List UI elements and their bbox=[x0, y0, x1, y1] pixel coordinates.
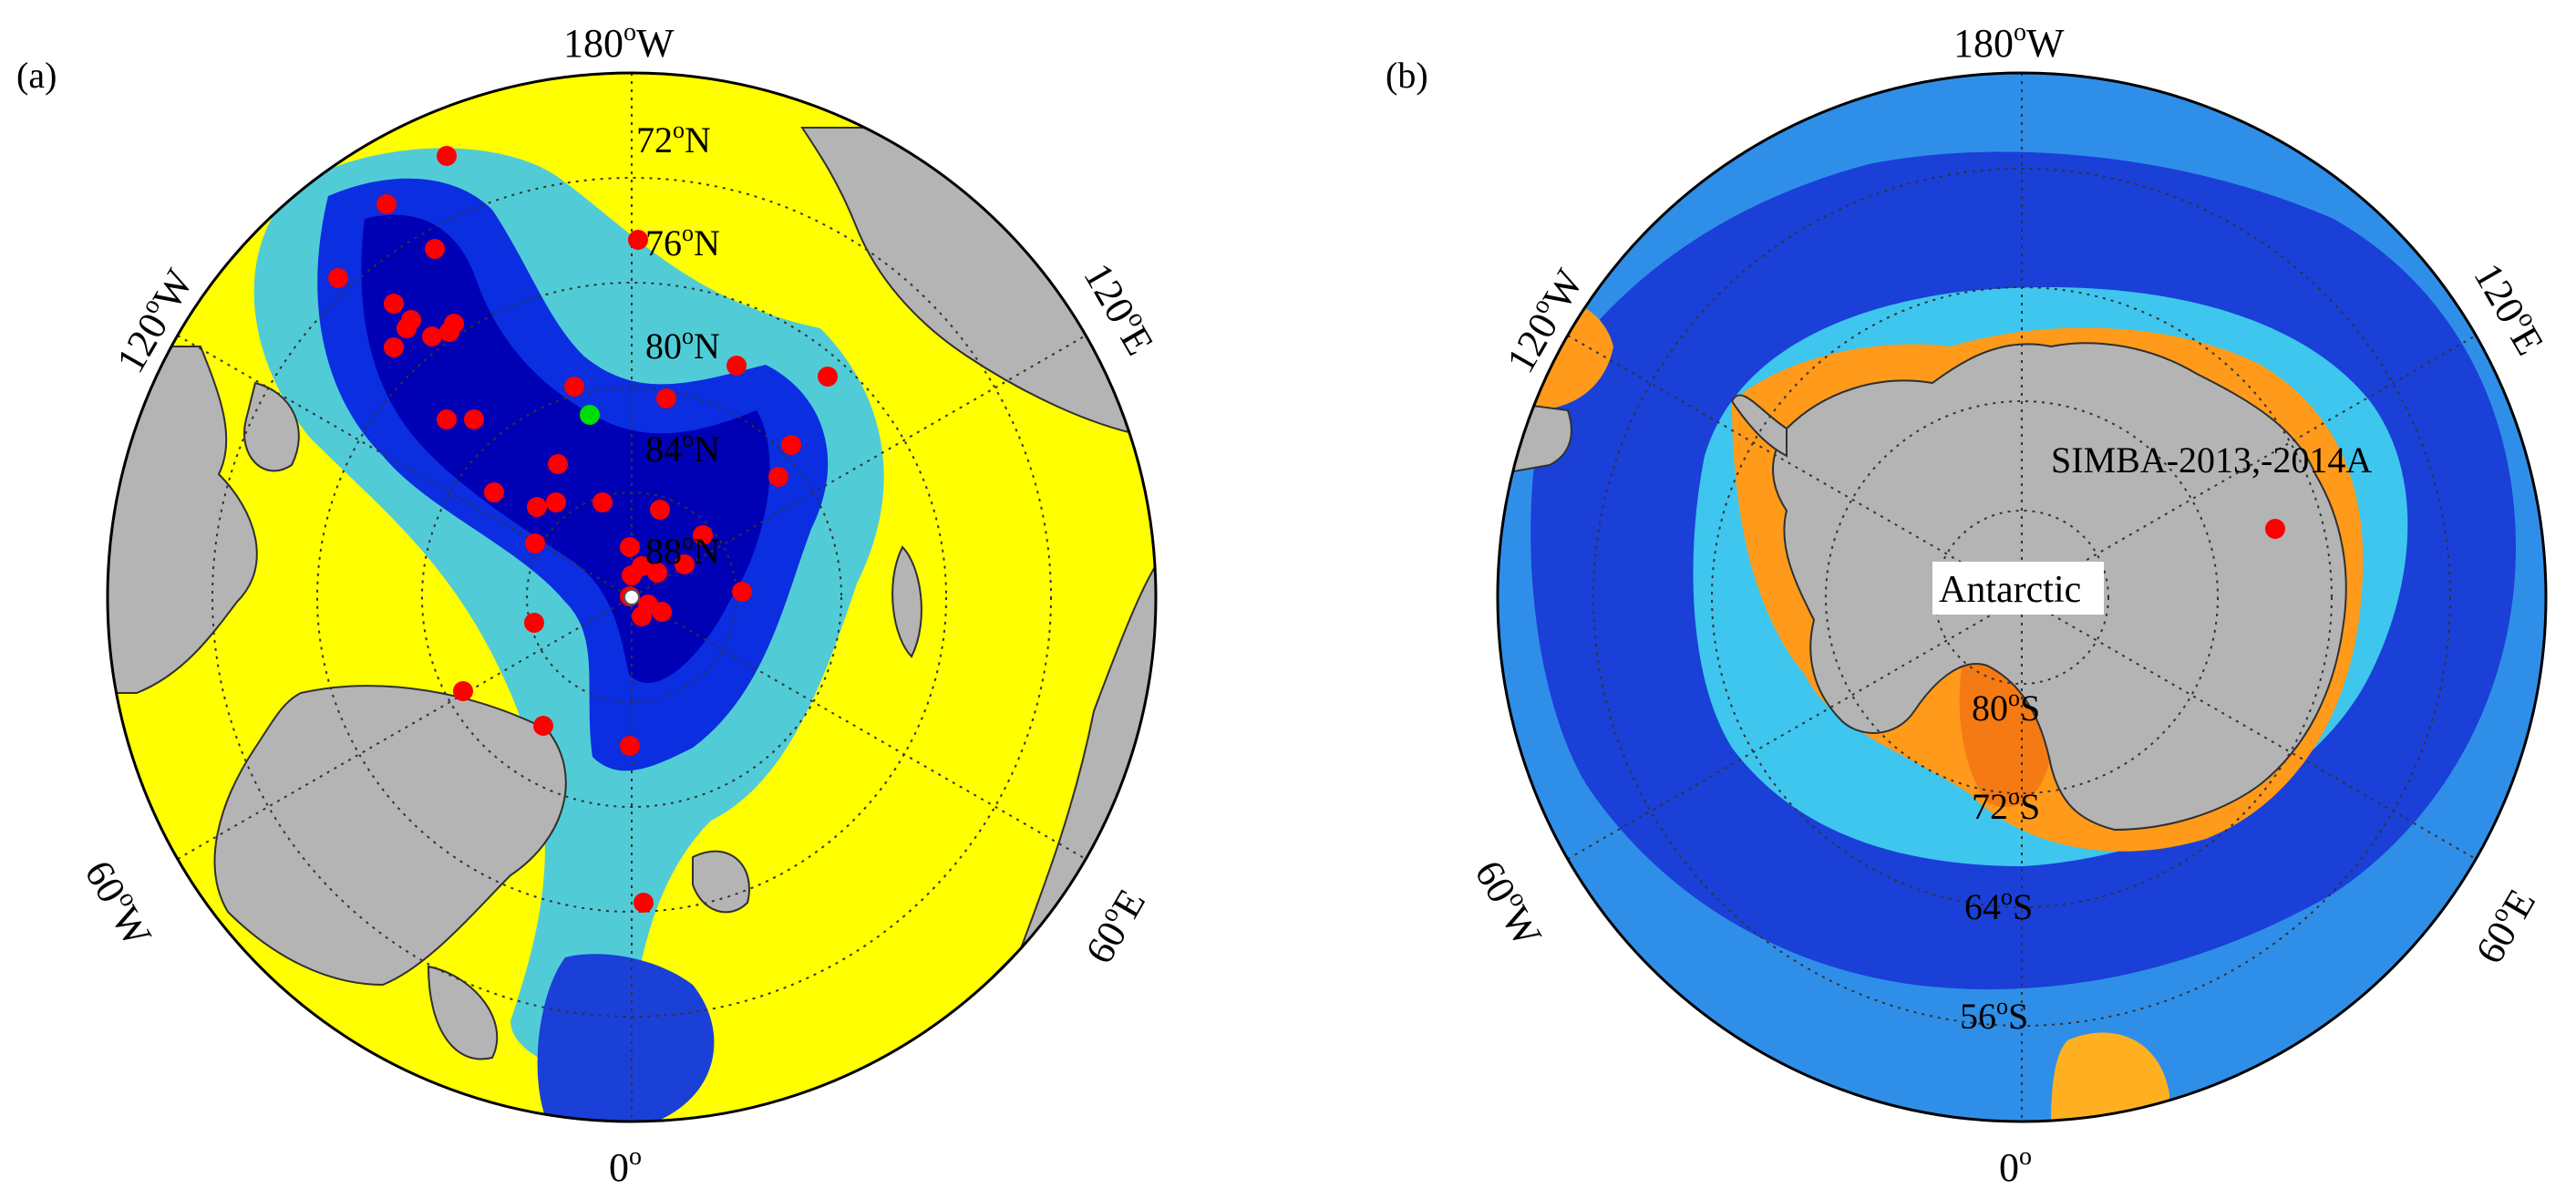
lat-label-56S: 56oS bbox=[1960, 993, 2028, 1037]
lat-circle-72S bbox=[1825, 400, 2219, 794]
buoy-marker bbox=[628, 230, 648, 250]
buoy-marker bbox=[525, 533, 545, 553]
buoy-marker bbox=[397, 318, 417, 338]
lat-label-84N: 84oN bbox=[645, 426, 720, 470]
lat-label-80S: 80oS bbox=[1972, 685, 2040, 729]
buoy-markers-a bbox=[328, 146, 838, 913]
land-greenland bbox=[213, 685, 567, 987]
buoy-marker bbox=[384, 294, 404, 314]
lat-circle-64S bbox=[1711, 286, 2333, 908]
buoy-marker bbox=[484, 482, 504, 502]
buoy-marker bbox=[548, 454, 568, 474]
panel-b-label: (b) bbox=[1386, 55, 1428, 96]
buoy-marker bbox=[732, 582, 752, 602]
buoy-marker bbox=[693, 525, 713, 545]
lat-label-88N: 88oN bbox=[645, 528, 720, 572]
buoy-marker bbox=[437, 146, 457, 166]
buoy-marker bbox=[425, 239, 445, 259]
buoy-marker bbox=[656, 388, 676, 408]
station-label: SIMBA-2013,-2014A bbox=[2051, 439, 2372, 481]
buoy-marker bbox=[781, 435, 801, 455]
panel-a-map bbox=[108, 73, 1156, 1122]
buoy-marker bbox=[437, 409, 457, 429]
land-novaya-zemlya bbox=[891, 545, 922, 658]
land-svalbard bbox=[692, 850, 750, 914]
buoy-marker bbox=[634, 893, 654, 913]
lon-label-top-a: 180oW bbox=[563, 18, 675, 66]
buoy-marker bbox=[620, 537, 640, 557]
map-border-a bbox=[106, 71, 1158, 1123]
buoy-marker bbox=[376, 194, 397, 214]
land-ellesmere bbox=[243, 381, 300, 472]
map-border-b bbox=[1496, 71, 2548, 1123]
buoy-marker bbox=[592, 492, 613, 512]
lon-label-lower-right-b: 60oE bbox=[2465, 880, 2544, 971]
lon-label-lower-right-a: 60oE bbox=[1075, 880, 1154, 971]
buoy-marker bbox=[524, 613, 544, 633]
land-antarctic-peninsula bbox=[1730, 394, 1788, 458]
lat-label-72N: 72oN bbox=[636, 117, 711, 160]
land-greenland-north bbox=[427, 965, 499, 1060]
ocean-atlantic-blue-a bbox=[537, 954, 715, 1122]
meridian-b-60E-120W bbox=[1567, 335, 2477, 860]
meridian-b-60W-120E bbox=[1567, 335, 2477, 860]
lat-labels-b: 80oS 72oS 64oS 56oS bbox=[1960, 685, 2040, 1037]
buoy-simba bbox=[2265, 519, 2285, 539]
meridian-60W-120E bbox=[177, 335, 1087, 860]
panel-a: (a) bbox=[16, 18, 1162, 1189]
buoy-marker bbox=[652, 602, 672, 622]
buoy-marker bbox=[818, 367, 838, 387]
buoy-marker bbox=[564, 377, 584, 397]
buoy-marker bbox=[647, 563, 667, 583]
buoy-marker bbox=[422, 326, 442, 346]
region-label: Antarctic bbox=[1939, 569, 2081, 611]
buoy-marker bbox=[675, 554, 695, 574]
buoy-marker bbox=[632, 556, 652, 576]
buoy-marker bbox=[328, 268, 348, 288]
panel-b: (b) bbox=[1386, 18, 2552, 1189]
land-canadian-archipelago bbox=[108, 346, 258, 694]
ocean-deepest-region-a bbox=[361, 214, 770, 683]
buoy-marker bbox=[546, 492, 566, 512]
lat-label-80N: 80oN bbox=[645, 323, 720, 367]
lat-circle-80N bbox=[421, 387, 842, 808]
buoy-marker-green bbox=[580, 405, 600, 425]
buoy-marker bbox=[620, 736, 640, 756]
lat-label-76N: 76oN bbox=[645, 220, 720, 264]
buoy-marker bbox=[650, 500, 670, 520]
lon-label-bottom-a: 0o bbox=[609, 1142, 642, 1189]
buoy-marker bbox=[464, 409, 484, 429]
buoy-marker bbox=[632, 606, 652, 626]
lon-label-top-b: 180oW bbox=[1953, 18, 2065, 66]
buoy-marker bbox=[384, 337, 404, 357]
graticule-a bbox=[177, 73, 1087, 1122]
buoy-marker bbox=[768, 467, 788, 487]
buoy-marker bbox=[527, 497, 547, 517]
ocean-orange-blob-b bbox=[2051, 1032, 2169, 1122]
lon-label-lower-left-b: 60oW bbox=[1466, 852, 1552, 955]
lat-label-64S: 64oS bbox=[1964, 884, 2033, 927]
lat-label-72S: 72oS bbox=[1972, 783, 2040, 827]
buoy-marker bbox=[453, 681, 473, 701]
lon-label-lower-left-a: 60oW bbox=[76, 852, 162, 955]
meridian-60E-120W bbox=[177, 335, 1087, 860]
region-label-box bbox=[1932, 562, 2104, 615]
buoy-marker bbox=[726, 356, 747, 376]
graticule-b bbox=[1567, 73, 2477, 1122]
buoy-marker bbox=[533, 716, 553, 736]
buoy-marker bbox=[439, 322, 459, 342]
panel-a-label: (a) bbox=[16, 55, 57, 96]
north-pole-marker bbox=[623, 589, 640, 605]
lat-labels-a: 72oN 76oN 80oN 84oN 88oN bbox=[636, 117, 720, 572]
lon-label-bottom-b: 0o bbox=[1999, 1142, 2032, 1189]
